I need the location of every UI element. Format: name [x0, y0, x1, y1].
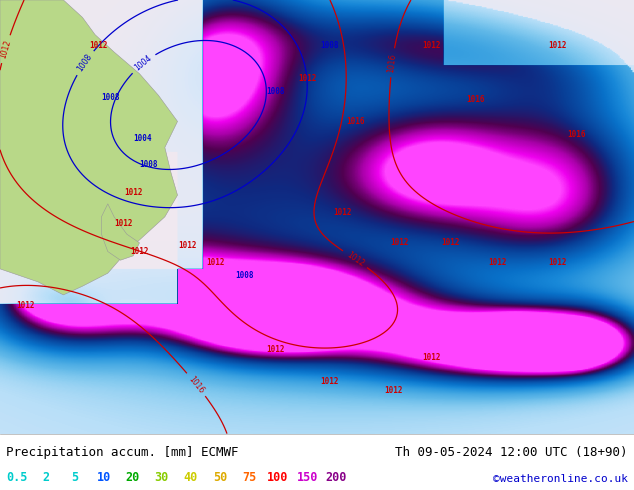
Text: 1012: 1012 — [266, 344, 285, 354]
Text: 1008: 1008 — [101, 93, 120, 102]
Text: 1012: 1012 — [488, 258, 507, 267]
Text: 30: 30 — [155, 471, 169, 484]
Text: 50: 50 — [213, 471, 227, 484]
Text: 100: 100 — [268, 471, 288, 484]
Text: 1012: 1012 — [178, 241, 197, 249]
Text: 2: 2 — [42, 471, 49, 484]
Text: 40: 40 — [184, 471, 198, 484]
Text: 1012: 1012 — [16, 301, 35, 310]
Text: 1012: 1012 — [0, 39, 13, 60]
Text: 1016: 1016 — [186, 374, 206, 395]
Text: 1012: 1012 — [298, 74, 317, 82]
Text: 1012: 1012 — [441, 238, 460, 247]
Polygon shape — [0, 0, 178, 295]
Text: 1004: 1004 — [133, 53, 153, 73]
Text: 1012: 1012 — [130, 247, 149, 256]
Text: Precipitation accum. [mm] ECMWF: Precipitation accum. [mm] ECMWF — [6, 446, 239, 459]
Text: 1016: 1016 — [346, 117, 365, 126]
Text: 1016: 1016 — [387, 52, 398, 73]
Text: 5: 5 — [71, 471, 78, 484]
Text: 1008: 1008 — [266, 87, 285, 96]
Text: Th 09-05-2024 12:00 UTC (18+90): Th 09-05-2024 12:00 UTC (18+90) — [395, 446, 628, 459]
Text: ©weatheronline.co.uk: ©weatheronline.co.uk — [493, 474, 628, 484]
Text: 1012: 1012 — [206, 258, 225, 267]
Text: 1012: 1012 — [333, 208, 352, 217]
Text: 0.5: 0.5 — [6, 471, 27, 484]
Text: 1012: 1012 — [384, 386, 403, 395]
Text: 1012: 1012 — [124, 189, 143, 197]
Text: 150: 150 — [297, 471, 318, 484]
Text: 1012: 1012 — [422, 41, 441, 50]
Text: 1016: 1016 — [567, 130, 586, 139]
Text: 200: 200 — [325, 471, 347, 484]
Text: 1008: 1008 — [139, 160, 158, 169]
Text: 1012: 1012 — [114, 219, 133, 228]
Polygon shape — [101, 204, 139, 260]
Text: 1012: 1012 — [422, 353, 441, 362]
Text: 1008: 1008 — [75, 52, 94, 73]
Text: 1012: 1012 — [345, 250, 365, 268]
Text: 1008: 1008 — [235, 271, 254, 280]
Text: 1004: 1004 — [133, 134, 152, 143]
Text: 1012: 1012 — [548, 41, 567, 50]
Text: 1016: 1016 — [466, 95, 485, 104]
Text: 1012: 1012 — [548, 258, 567, 267]
Text: 75: 75 — [242, 471, 256, 484]
Text: 20: 20 — [126, 471, 140, 484]
Text: 1012: 1012 — [89, 41, 108, 50]
Text: 1008: 1008 — [320, 41, 339, 50]
Text: 1012: 1012 — [320, 377, 339, 386]
Text: 10: 10 — [96, 471, 111, 484]
Text: 1012: 1012 — [390, 238, 409, 247]
